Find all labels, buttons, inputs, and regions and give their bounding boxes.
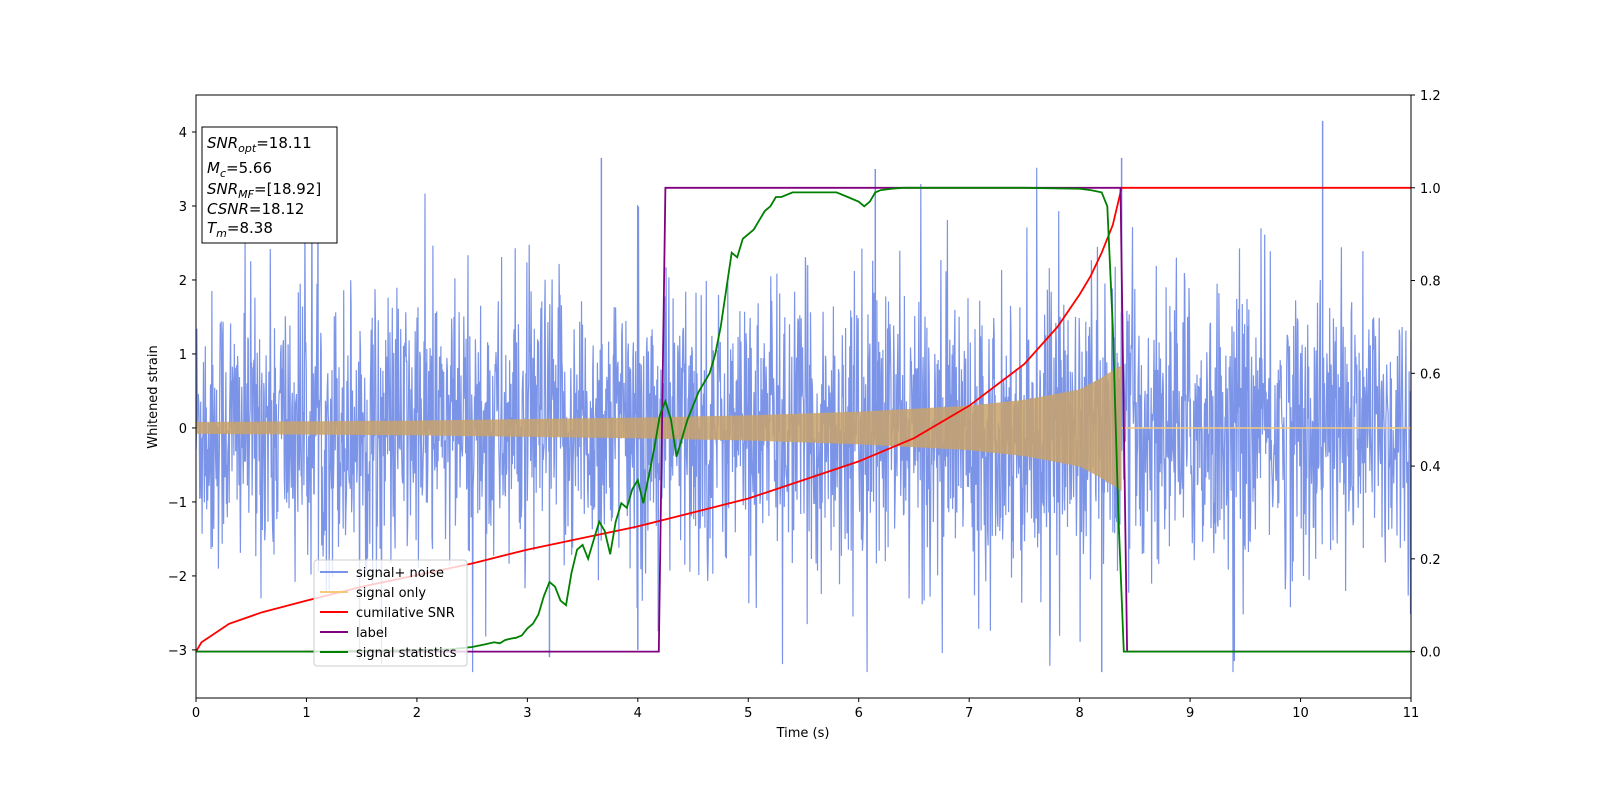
info-mc-base: M <box>207 159 220 177</box>
series-signal-plus-noise <box>196 154 1411 673</box>
x-tick-label: 0 <box>192 706 200 721</box>
series-signal-only-band <box>196 365 1122 491</box>
x-tick-label: 9 <box>1186 706 1194 721</box>
info-snr-opt-base: SNR <box>207 134 238 152</box>
info-snr-mf-value: =[18.92] <box>254 180 321 198</box>
y-right-tick-label: 0.6 <box>1420 367 1441 382</box>
x-tick-label: 10 <box>1292 706 1309 721</box>
legend-label-cumulative-snr: cumilative SNR <box>356 606 455 621</box>
legend-label-signal-only: signal only <box>356 586 426 601</box>
info-snr-opt: SNRopt=18.11 <box>207 134 312 155</box>
x-tick-label: 11 <box>1403 706 1420 721</box>
info-mc-value: =5.66 <box>226 159 272 177</box>
x-tick-label: 2 <box>413 706 421 721</box>
y-right-tick-label: 0.4 <box>1420 460 1441 475</box>
info-tm: Tm=8.38 <box>207 219 273 240</box>
y-right-tick-label: 0.8 <box>1420 275 1441 290</box>
info-tm-sub: m <box>216 227 227 240</box>
y-right-tick-label: 0.2 <box>1420 553 1441 568</box>
y-right-tick-label: 1.0 <box>1420 182 1441 197</box>
y-left-tick-label: 4 <box>179 126 187 141</box>
info-snr-mf-sub: MF <box>238 188 254 201</box>
legend: signal+ noise signal only cumilative SNR… <box>313 559 468 667</box>
x-tick-label: 5 <box>744 706 752 721</box>
x-tick-label: 6 <box>855 706 863 721</box>
y-left-tick-label: −3 <box>168 644 187 659</box>
info-csnr: CSNR=18.12 <box>207 200 304 218</box>
x-tick-label: 8 <box>1075 706 1083 721</box>
y-left-tick-label: −2 <box>168 570 187 585</box>
y-left-tick-label: 1 <box>179 348 187 363</box>
x-tick-label: 4 <box>634 706 642 721</box>
x-tick-label: 7 <box>965 706 973 721</box>
info-snr-opt-value: =18.11 <box>256 134 312 152</box>
plot-frame <box>195 94 1412 699</box>
y-left-tick-label: 2 <box>179 274 187 289</box>
legend-label-label: label <box>356 626 387 641</box>
y-axis-label: Whitened strain <box>146 345 161 448</box>
legend-label-signal-statistics: signal statistics <box>356 646 457 661</box>
y-right-tick-label: 1.2 <box>1420 89 1441 104</box>
x-tick-label: 1 <box>302 706 310 721</box>
info-csnr-value: =18.12 <box>249 200 305 218</box>
y-left-tick-label: 3 <box>179 200 187 215</box>
info-csnr-base: CSNR <box>207 200 249 218</box>
info-mc-sub: c <box>220 167 226 180</box>
info-box-frame <box>201 126 338 244</box>
info-tm-base: T <box>207 219 218 237</box>
legend-label-signal-noise: signal+ noise <box>356 566 444 581</box>
info-snr-opt-sub: opt <box>238 142 257 155</box>
info-box: SNRopt=18.11 Mc=5.66 SNRMF=[18.92] CSNR=… <box>201 126 338 244</box>
info-tm-value: =8.38 <box>227 219 273 237</box>
y-left-tick-label: −1 <box>168 496 187 511</box>
info-mc: Mc=5.66 <box>207 159 272 180</box>
info-snr-mf: SNRMF=[18.92] <box>207 180 321 201</box>
axis-layer: 0 1 2 3 4 5 6 7 8 9 10 11 −3 −2 −1 0 1 2 3 4 0.0 0.2 0.4 0.6 0.8… <box>168 89 1441 721</box>
y-right-tick-label: 0.0 <box>1420 646 1441 661</box>
info-snr-mf-base: SNR <box>207 180 238 198</box>
legend-frame <box>313 559 468 667</box>
x-tick-label: 3 <box>523 706 531 721</box>
y-left-tick-label: 0 <box>179 422 187 437</box>
series-signal-statistics <box>196 186 1411 653</box>
x-axis-label: Time (s) <box>776 726 830 741</box>
